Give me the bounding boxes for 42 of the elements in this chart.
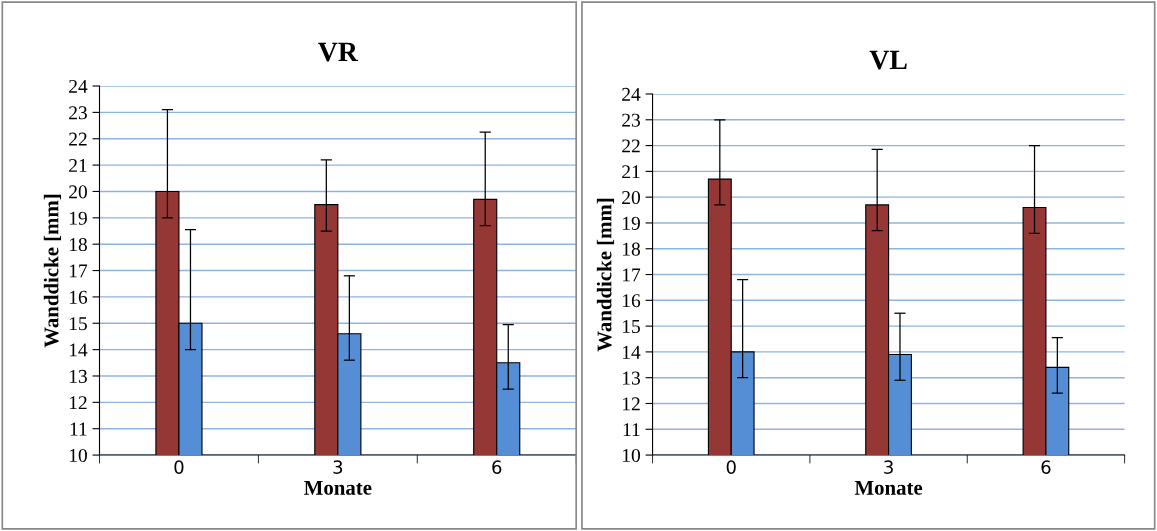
- y-tick-label: 21: [622, 165, 640, 179]
- y-tick-label: 23: [622, 113, 640, 127]
- y-tick-label: 12: [69, 396, 87, 410]
- y-tick-label: 16: [69, 290, 88, 304]
- y-axis-title: Wanddicke [mm]: [43, 194, 62, 348]
- x-tick-label: 3: [884, 460, 893, 474]
- y-axis-title: Wanddicke [mm]: [596, 198, 615, 352]
- y-tick-label: 10: [623, 448, 640, 462]
- y-tick-label: 24: [622, 87, 641, 101]
- chart-title: VR: [318, 42, 359, 62]
- y-tick-label: 17: [69, 264, 88, 278]
- chart-title: VL: [869, 50, 907, 70]
- y-tick-label: 20: [69, 185, 87, 199]
- y-tick-label: 20: [622, 190, 640, 205]
- y-tick-label: 24: [69, 79, 88, 93]
- y-tick-label: 15: [69, 317, 87, 331]
- y-tick-label: 23: [69, 106, 87, 120]
- y-tick-label: 22: [622, 139, 640, 153]
- y-tick-label: 18: [69, 238, 87, 252]
- y-tick-label: 13: [623, 371, 640, 385]
- y-tick-label: 21: [69, 158, 87, 172]
- x-tick-label: 3: [333, 460, 343, 474]
- y-tick-label: 12: [623, 397, 640, 411]
- y-tick-label: 14: [623, 345, 641, 359]
- x-tick-label: 0: [174, 460, 184, 474]
- x-tick-label: 6: [1041, 460, 1051, 474]
- x-tick-label: 6: [492, 460, 502, 474]
- y-tick-label: 17: [623, 268, 641, 282]
- y-tick-label: 22: [69, 132, 87, 146]
- y-tick-label: 15: [623, 320, 640, 334]
- y-tick-label: 14: [69, 343, 88, 357]
- y-tick-label: 19: [69, 211, 87, 225]
- y-tick-label: 16: [623, 294, 641, 308]
- y-tick-label: 11: [623, 423, 640, 437]
- y-tick-label: 18: [623, 242, 640, 256]
- x-axis-title: Monate: [304, 480, 372, 495]
- x-tick-label: 0: [726, 460, 736, 474]
- y-tick-label: 11: [70, 422, 87, 436]
- x-axis-title: Monate: [854, 480, 923, 495]
- y-tick-label: 10: [69, 448, 87, 462]
- y-tick-label: 19: [623, 216, 640, 230]
- y-tick-label: 13: [69, 369, 87, 383]
